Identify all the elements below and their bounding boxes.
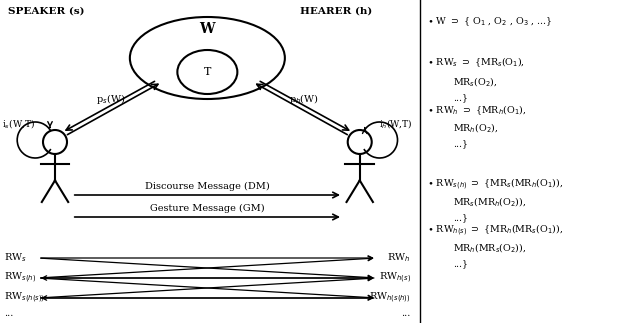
Text: $\bullet$ W $\supset$ { O$_1$ , O$_2$ , O$_3$ , ...}: $\bullet$ W $\supset$ { O$_1$ , O$_2$ , … — [427, 16, 552, 28]
Text: ...}: ...} — [452, 259, 468, 268]
Text: ...}: ...} — [452, 214, 468, 223]
Text: RW$_h$: RW$_h$ — [387, 252, 411, 265]
Text: ...}: ...} — [452, 93, 468, 102]
Text: MR$_s$(O$_2$),: MR$_s$(O$_2$), — [452, 76, 497, 89]
Text: ...: ... — [401, 309, 411, 318]
Text: $\bullet$ RW$_{h(s)}$ $\supset$ {MR$_h$(MR$_s$(O$_1$)),: $\bullet$ RW$_{h(s)}$ $\supset$ {MR$_h$(… — [427, 222, 563, 238]
Text: RW$_s$: RW$_s$ — [4, 252, 27, 265]
Text: MR$_h$(O$_2$),: MR$_h$(O$_2$), — [452, 121, 498, 134]
Text: MR$_h$(MR$_s$(O$_2$)),: MR$_h$(MR$_s$(O$_2$)), — [452, 242, 526, 255]
Text: $\bullet$ RW$_s$ $\supset$ {MR$_s$(O$_1$),: $\bullet$ RW$_s$ $\supset$ {MR$_s$(O$_1$… — [427, 55, 525, 69]
Text: RW$_{h(s(h))}$: RW$_{h(s(h))}$ — [369, 291, 411, 305]
Text: ...: ... — [4, 309, 13, 318]
Text: RW$_{s(h)}$: RW$_{s(h)}$ — [4, 271, 36, 285]
Text: i$_s$(W,T): i$_s$(W,T) — [2, 118, 35, 130]
Text: Gesture Message (GM): Gesture Message (GM) — [150, 204, 265, 213]
Text: p$_h$(W): p$_h$(W) — [289, 92, 319, 106]
Text: $\bullet$ RW$_h$ $\supset$ {MR$_h$(O$_1$),: $\bullet$ RW$_h$ $\supset$ {MR$_h$(O$_1$… — [427, 103, 526, 117]
Text: i$_h$(W,T): i$_h$(W,T) — [379, 118, 413, 130]
Text: HEARER (h): HEARER (h) — [300, 7, 372, 16]
Text: SPEAKER (s): SPEAKER (s) — [8, 7, 84, 16]
Text: p$_s$(W): p$_s$(W) — [97, 92, 125, 106]
Text: Discourse Message (DM): Discourse Message (DM) — [145, 182, 269, 191]
Text: $\bullet$ RW$_{s(h)}$ $\supset$ {MR$_s$(MR$_h$(O$_1$)),: $\bullet$ RW$_{s(h)}$ $\supset$ {MR$_s$(… — [427, 176, 563, 192]
Text: MR$_s$(MR$_h$(O$_2$)),: MR$_s$(MR$_h$(O$_2$)), — [452, 195, 526, 209]
Text: RW$_{h(s)}$: RW$_{h(s)}$ — [379, 271, 411, 285]
Text: W: W — [200, 22, 215, 36]
Text: RW$_{s(h(s))}$: RW$_{s(h(s))}$ — [4, 291, 45, 305]
Text: T: T — [204, 67, 211, 77]
Text: ...}: ...} — [452, 140, 468, 149]
